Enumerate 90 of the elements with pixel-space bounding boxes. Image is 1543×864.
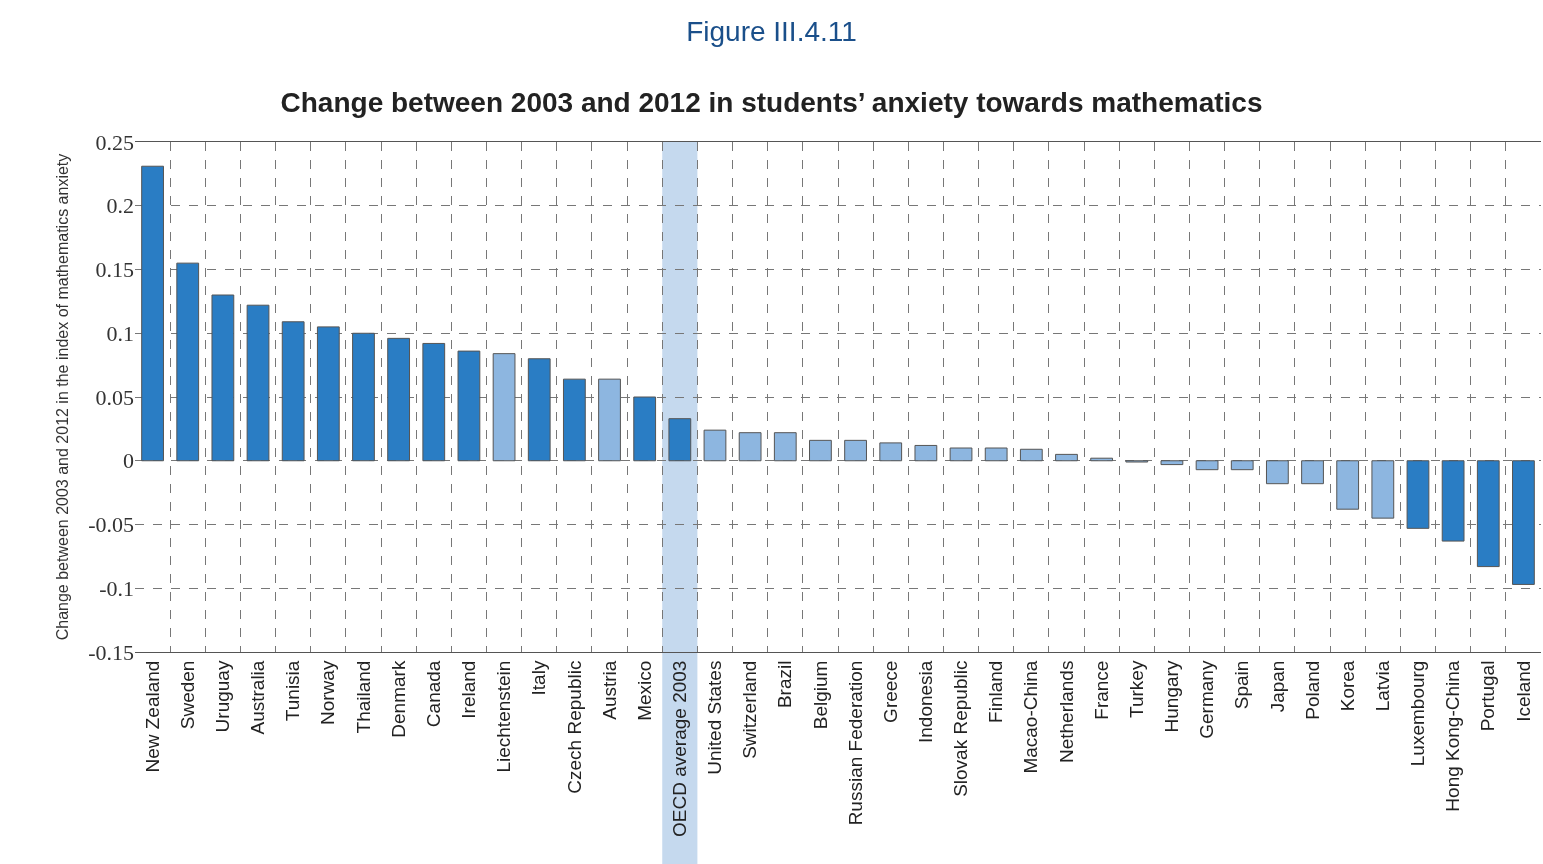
x-tick-label: Denmark [387,660,409,738]
y-tick-label: 0.2 [106,193,134,219]
bar [1406,460,1430,529]
bar [598,378,621,462]
bar [211,294,235,462]
bar [703,429,727,462]
bar [316,326,340,462]
bar [352,332,375,462]
x-tick-label: Tunisia [282,660,304,722]
bar [1512,460,1535,585]
x-tick-label: New Zealand [141,660,163,773]
x-tick-label: Thailand [352,660,374,734]
x-tick-label: Sweden [176,660,198,730]
bar [1195,460,1219,471]
x-tick-label: Finland [985,660,1007,723]
x-tick-label: Korea [1336,660,1358,712]
x-tick-label: Slovak Republic [950,660,972,797]
y-tick-label: 0.15 [95,257,134,283]
bar [668,418,692,462]
bar [246,304,270,462]
bar [1371,460,1395,519]
x-tick-label: Liechtenstein [493,660,515,773]
x-tick-label: Austria [598,660,620,720]
x-tick-label: Switzerland [739,660,761,759]
bar [492,353,516,462]
bar [1019,448,1043,462]
bar [1441,460,1465,542]
x-tick-label: Poland [1301,660,1323,720]
bar [879,442,903,462]
x-tick-label: France [1090,660,1112,720]
x-tick-label: Macao-China [1020,660,1042,774]
bar [738,432,762,462]
y-tick-label: -0.05 [88,512,134,538]
bar [527,358,551,462]
chart-subtitle: Change between 2003 and 2012 in students’ anxiety towards mathematics [280,86,1263,118]
bar [422,342,446,462]
x-tick-label: Latvia [1372,660,1394,712]
x-tick-label: Australia [247,660,269,735]
bar [1160,460,1184,466]
x-tick-label: Italy [528,660,550,696]
x-tick-label: Belgium [809,660,831,730]
bar [457,350,481,462]
x-tick-label: Greece [879,660,901,723]
x-tick-label: Canada [422,660,444,728]
y-axis-title: Change between 2003 and 2012 in the index of mathematics anxiety [54,153,72,641]
x-tick-label: Mexico [633,660,655,721]
bar [633,396,657,462]
y-tick-label: -0.15 [88,639,134,665]
bar [141,165,164,462]
bar [1055,453,1078,462]
y-tick-label: 0.05 [95,384,134,410]
bar [562,378,586,462]
bar [949,447,973,462]
x-tick-label: Luxembourg [1407,660,1429,767]
bar [1336,460,1360,510]
bar [984,447,1008,462]
bar [176,262,200,462]
x-tick-label: OECD average 2003 [669,660,691,837]
x-tick-label: Netherlands [1055,660,1077,764]
y-tick-label: 0.1 [106,320,134,346]
x-tick-label: Czech Republic [563,660,585,794]
x-tick-label: Japan [1266,660,1288,713]
chart-title: Figure III.4.11 [686,16,857,48]
x-tick-label: Turkey [1125,660,1147,718]
bar [281,321,305,462]
x-tick-label: Iceland [1512,660,1534,722]
x-tick-label: Russian Federation [844,660,866,826]
bar [773,432,797,462]
x-tick-label: Uruguay [212,660,234,733]
x-tick-label: Spain [1231,660,1253,710]
x-tick-label: United States [704,660,726,775]
bar [809,439,832,462]
bar [1230,460,1254,471]
bar [1301,460,1324,485]
x-tick-label: Brazil [774,660,796,709]
x-tick-label: Hungary [1161,660,1183,733]
bar [914,444,938,462]
bar [387,337,411,462]
x-tick-label: Portugal [1477,660,1499,732]
bar [1265,460,1289,485]
x-tick-label: Indonesia [915,660,937,744]
y-tick-label: 0.25 [95,129,134,155]
bar [844,439,867,462]
x-tick-label: Germany [1196,660,1218,739]
x-tick-label: Norway [317,660,339,726]
x-tick-label: Hong Kong-China [1442,660,1464,812]
bar [1476,460,1500,568]
x-tick-label: Ireland [458,660,480,719]
y-tick-label: -0.1 [99,575,134,601]
y-tick-label: 0 [123,448,134,474]
